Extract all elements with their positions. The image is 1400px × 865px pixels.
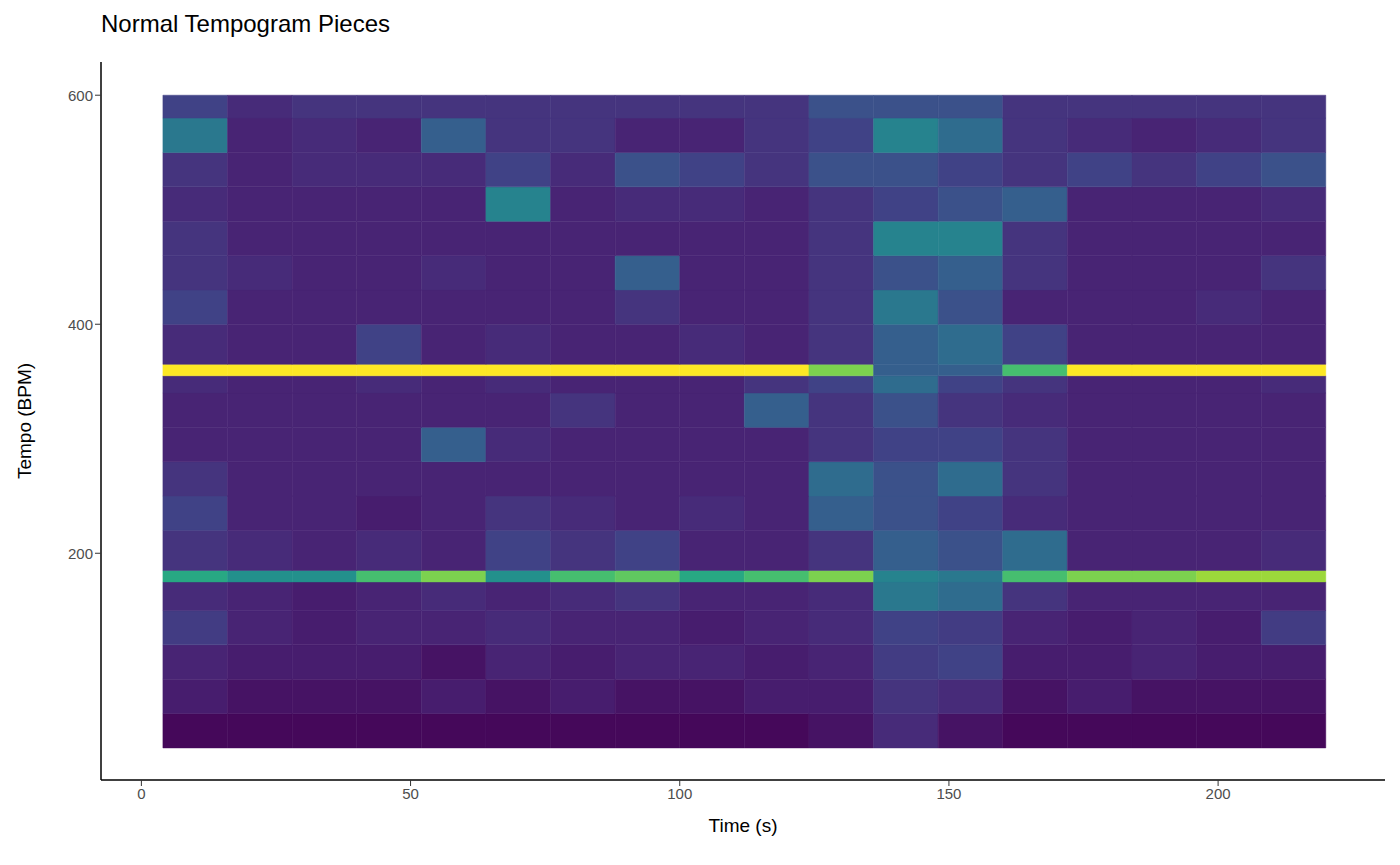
svg-text:200: 200 xyxy=(1206,785,1231,802)
svg-text:200: 200 xyxy=(68,545,93,562)
svg-text:150: 150 xyxy=(936,785,961,802)
svg-text:0: 0 xyxy=(137,785,145,802)
svg-text:100: 100 xyxy=(667,785,692,802)
svg-text:600: 600 xyxy=(68,87,93,104)
svg-text:50: 50 xyxy=(402,785,419,802)
svg-text:Time (s): Time (s) xyxy=(709,815,778,836)
svg-text:400: 400 xyxy=(68,316,93,333)
html-text:Normal Tempogram Pieces: Normal Tempogram Pieces xyxy=(101,10,390,37)
svg-text:Tempo (BPM): Tempo (BPM) xyxy=(14,363,35,479)
